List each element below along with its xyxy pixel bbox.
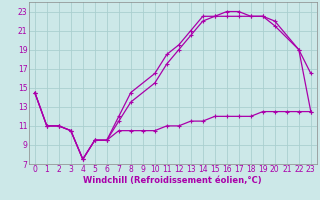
X-axis label: Windchill (Refroidissement éolien,°C): Windchill (Refroidissement éolien,°C) <box>84 176 262 185</box>
